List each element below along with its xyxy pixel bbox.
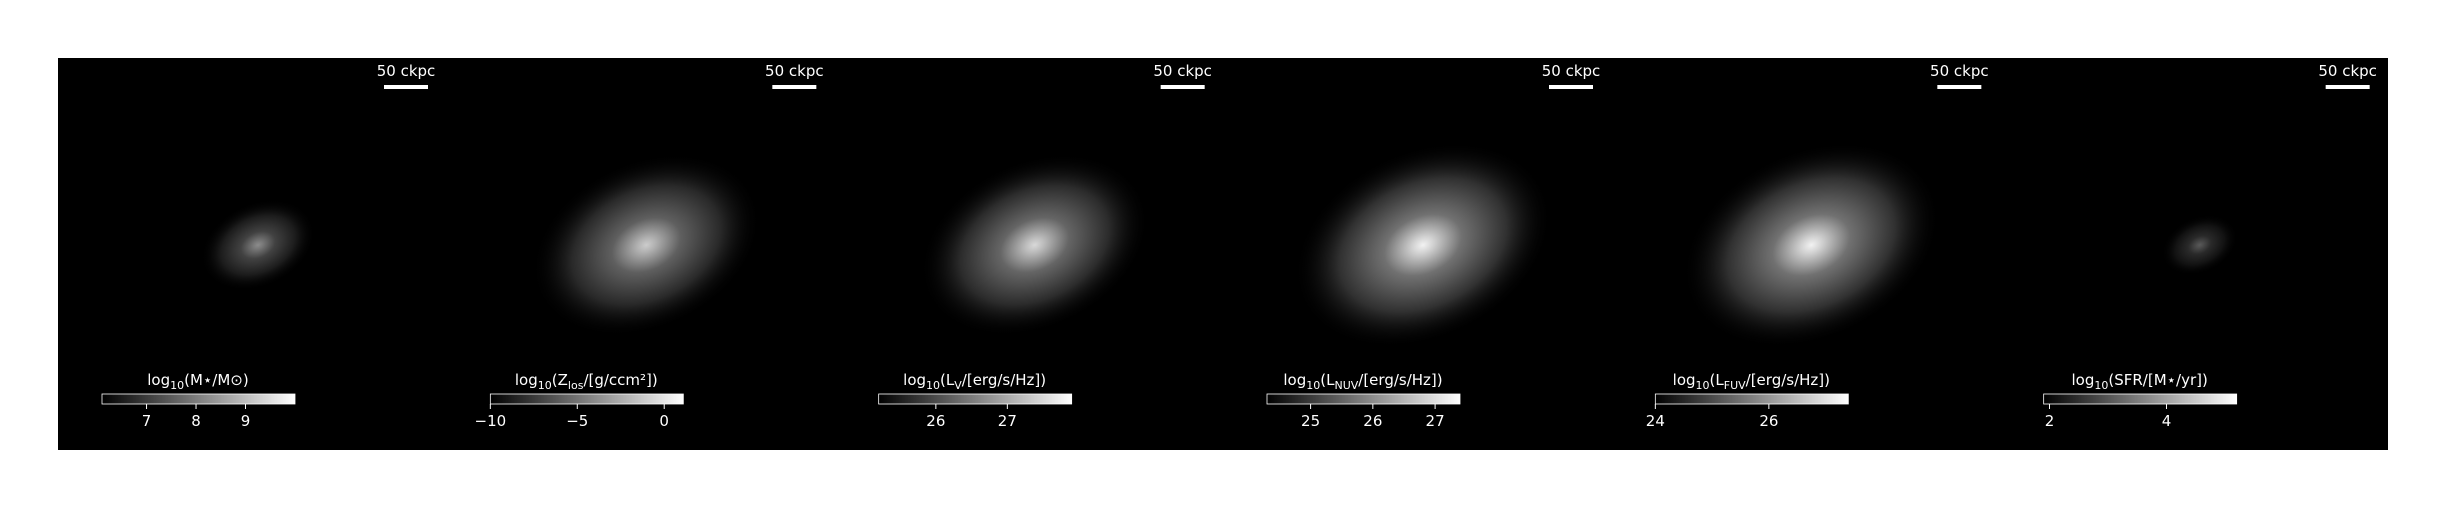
colorbar-tick-label: 2 bbox=[2045, 412, 2055, 430]
scalebar-label: 50 ckpc bbox=[1542, 62, 1601, 80]
galaxy-map bbox=[1294, 142, 1552, 348]
colorbar-label-part: log bbox=[2071, 371, 2094, 389]
scalebar bbox=[2325, 85, 2370, 89]
colorbar bbox=[101, 393, 296, 405]
colorbar-label-part: NUV bbox=[1334, 379, 1358, 392]
colorbar bbox=[878, 393, 1073, 405]
colorbar-tick-label: 26 bbox=[1759, 412, 1778, 430]
galaxy-map bbox=[531, 153, 761, 337]
colorbar-label-part: (L bbox=[1320, 371, 1335, 389]
colorbar-label-part: 10 bbox=[1306, 379, 1320, 392]
colorbar-label: log10(SFR/[M⋆/yr]) bbox=[2071, 371, 2207, 392]
galaxy-map bbox=[1682, 142, 1941, 348]
scalebar-label: 50 ckpc bbox=[2318, 62, 2377, 80]
scalebar-label: 50 ckpc bbox=[1153, 62, 1212, 80]
colorbar-label-part: V bbox=[954, 379, 962, 392]
colorbar-label: log10(LV/[erg/s/Hz]) bbox=[903, 371, 1046, 392]
scalebar-label: 50 ckpc bbox=[765, 62, 824, 80]
colorbar-label-part: (L bbox=[1710, 371, 1725, 389]
colorbar-label-part: los bbox=[568, 379, 584, 392]
colorbar-tick-label: 9 bbox=[241, 412, 251, 430]
colorbar-label-part: log bbox=[147, 371, 170, 389]
scalebar bbox=[1549, 85, 1593, 89]
colorbar-tick-label: 26 bbox=[926, 412, 945, 430]
colorbar-label-part: FUV bbox=[1724, 379, 1746, 392]
colorbar-label-part: log bbox=[1673, 371, 1696, 389]
colorbar-label-part: (M⋆/M⊙) bbox=[184, 371, 249, 389]
colorbar-tick-label: 27 bbox=[998, 412, 1017, 430]
colorbar-tick-label: 25 bbox=[1301, 412, 1320, 430]
colorbar-label-part: log bbox=[1283, 371, 1306, 389]
colorbar-label: log10(Zlos/[g/ccm²]) bbox=[515, 371, 658, 392]
colorbar-tick-label: −5 bbox=[566, 412, 588, 430]
colorbar-tick-label: 4 bbox=[2162, 412, 2172, 430]
colorbar bbox=[1654, 393, 1849, 405]
colorbar-label-part: log bbox=[903, 371, 926, 389]
colorbar-label: log10(M⋆/M⊙) bbox=[147, 371, 248, 392]
colorbar-label-part: 10 bbox=[170, 379, 184, 392]
galaxy-map bbox=[2161, 214, 2238, 276]
colorbar-label-part: 10 bbox=[538, 379, 552, 392]
colorbar bbox=[489, 393, 684, 405]
colorbar-tick-label: 8 bbox=[191, 412, 201, 430]
colorbar-label-part: 10 bbox=[1696, 379, 1710, 392]
colorbar bbox=[1266, 393, 1461, 405]
colorbar bbox=[2043, 393, 2238, 405]
scalebar bbox=[772, 85, 817, 89]
scalebar-label: 50 ckpc bbox=[377, 62, 436, 80]
scalebar bbox=[1937, 85, 1982, 89]
scalebar bbox=[1160, 85, 1205, 89]
colorbar-label-part: log bbox=[515, 371, 538, 389]
frame bbox=[58, 58, 2388, 450]
scalebar bbox=[384, 85, 428, 89]
colorbar-label-part: /[erg/s/Hz]) bbox=[962, 371, 1046, 389]
scalebar-label: 50 ckpc bbox=[1930, 62, 1989, 80]
colorbar-label: log10(LNUV/[erg/s/Hz]) bbox=[1283, 371, 1442, 392]
colorbar-label-part: (L bbox=[940, 371, 955, 389]
colorbar-tick-label: −10 bbox=[475, 412, 507, 430]
colorbar-tick-label: 24 bbox=[1646, 412, 1665, 430]
colorbar-label-part: /[erg/s/Hz]) bbox=[1358, 371, 1442, 389]
galaxy-map bbox=[920, 153, 1150, 337]
colorbar-label-part: 10 bbox=[2094, 379, 2108, 392]
colorbar-label-part: (Z bbox=[552, 371, 568, 389]
colorbar-tick-label: 27 bbox=[1426, 412, 1445, 430]
colorbar-label: log10(LFUV/[erg/s/Hz]) bbox=[1673, 371, 1830, 392]
colorbar-tick-label: 0 bbox=[659, 412, 669, 430]
colorbar-tick-label: 7 bbox=[142, 412, 152, 430]
colorbar-tick-label: 26 bbox=[1363, 412, 1382, 430]
galaxy-map bbox=[200, 199, 316, 291]
colorbar-label-part: /[erg/s/Hz]) bbox=[1746, 371, 1830, 389]
colorbar-label-part: (SFR/[M⋆/yr]) bbox=[2108, 371, 2207, 389]
colorbar-label-part: 10 bbox=[926, 379, 940, 392]
colorbar-label-part: /[g/ccm²]) bbox=[583, 371, 657, 389]
